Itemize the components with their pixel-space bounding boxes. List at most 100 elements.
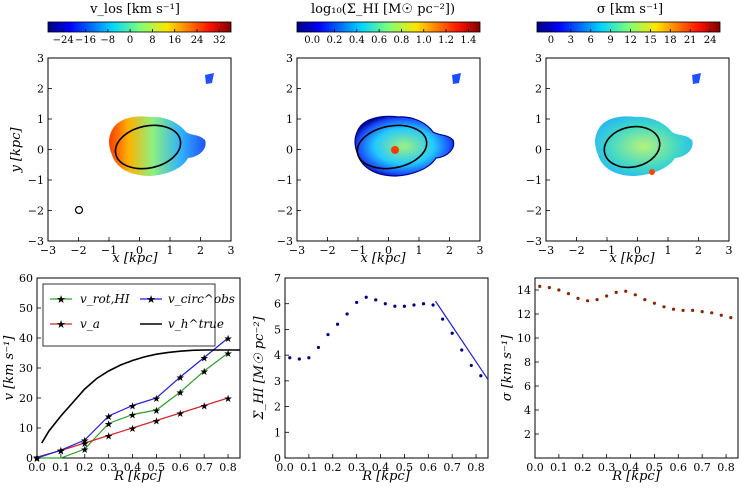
series-point-0 bbox=[671, 307, 676, 311]
series-point-0 bbox=[729, 316, 733, 320]
ytick-label: 1 bbox=[274, 426, 281, 439]
series-point-0 bbox=[547, 286, 551, 290]
xtick-label: 0.2 bbox=[76, 461, 94, 474]
series-point-0 bbox=[460, 348, 464, 352]
series-point-0 bbox=[412, 303, 416, 307]
series-point-0: ★ bbox=[200, 367, 209, 378]
map-ytick-label: −1 bbox=[277, 174, 293, 187]
cbar-tick-label: 0.8 bbox=[393, 35, 409, 46]
chart-surface-density-xlabel: R [kpc] bbox=[361, 469, 410, 484]
series-point-2: ★ bbox=[152, 394, 161, 405]
series-point-0 bbox=[393, 304, 397, 308]
map-vlos: −3 −2 −1 0 1 2 3 3 2 1 0 −1 −2 −3 x [kpc] y [kpc] bbox=[9, 52, 235, 266]
series-point-2: ★ bbox=[56, 446, 65, 457]
series-point-0 bbox=[576, 296, 580, 300]
cbar-tick-label: 24 bbox=[704, 35, 717, 46]
map-xtick-label: 0 bbox=[634, 244, 641, 257]
map-vlos-clump bbox=[205, 73, 214, 84]
series-point-0 bbox=[710, 311, 714, 315]
map-ytick-label: 0 bbox=[286, 144, 293, 157]
series-point-0: ★ bbox=[176, 388, 185, 399]
map-ytick-label: 1 bbox=[286, 113, 293, 126]
map-xtick-label: 1 bbox=[665, 244, 672, 257]
map-dispersion: −3 −2 −1 0 1 2 3 3 2 1 0 −1 −2 −3 x [kpc] bbox=[526, 52, 733, 266]
map-xtick-label: 2 bbox=[197, 244, 204, 257]
legend-marker-vcirc: ★ bbox=[146, 293, 156, 306]
series-point-1: ★ bbox=[56, 447, 65, 458]
series-point-2: ★ bbox=[176, 373, 185, 384]
series-point-0 bbox=[643, 298, 647, 302]
series-point-0 bbox=[700, 310, 704, 314]
map-ytick-label: 0 bbox=[535, 144, 542, 157]
map-sigmaHI: −3 −2 −1 0 1 2 3 3 2 1 0 −1 −2 −3 x [kpc] bbox=[277, 52, 484, 266]
cbar-tick-label: −8 bbox=[100, 35, 115, 46]
map-xtick-label: −1 bbox=[599, 244, 615, 257]
cbar-tick-label: 21 bbox=[684, 35, 697, 46]
series-point-0 bbox=[719, 313, 723, 317]
colorbar-dispersion-label: σ [km s⁻¹] bbox=[597, 2, 663, 17]
ytick-label: 0 bbox=[274, 452, 281, 465]
map-xtick-label: 3 bbox=[477, 244, 484, 257]
cbar-tick-label: 6 bbox=[588, 35, 594, 46]
xtick-label: 0.8 bbox=[467, 461, 485, 474]
ytick-label: 12 bbox=[517, 308, 531, 321]
legend-label-vh: v_h^true bbox=[168, 317, 224, 331]
map-ytick-label: −2 bbox=[28, 205, 44, 218]
xtick-label: 0.7 bbox=[443, 461, 461, 474]
map-xtick-label: −1 bbox=[101, 244, 117, 257]
cbar-tick-label: 24 bbox=[191, 35, 204, 46]
series-point-1: ★ bbox=[200, 402, 209, 413]
ytick-label: 4 bbox=[524, 404, 531, 417]
colorbar-dispersion: σ [km s⁻¹] 0 3 6 9 12 15 18 21 24 bbox=[536, 2, 721, 46]
map-xtick-label: −2 bbox=[70, 244, 86, 257]
colorbar-vlos-gradient bbox=[47, 21, 232, 33]
map-ytick-label: 3 bbox=[37, 52, 44, 65]
ytick-label: 2 bbox=[524, 428, 531, 441]
xtick-label: 0.3 bbox=[598, 461, 616, 474]
cbar-tick-label: 0 bbox=[127, 35, 133, 46]
cbar-tick-label: 18 bbox=[664, 35, 677, 46]
map-ytick-label: −3 bbox=[526, 235, 542, 248]
series-point-1: ★ bbox=[80, 439, 89, 450]
series-point-1: ★ bbox=[224, 394, 233, 405]
ytick-label: 6 bbox=[274, 298, 281, 311]
series-point-2: ★ bbox=[33, 454, 42, 465]
map-xtick-label: 2 bbox=[446, 244, 453, 257]
series-point-0 bbox=[662, 305, 666, 309]
legend-box bbox=[42, 283, 216, 347]
series-point-1: ★ bbox=[104, 432, 113, 443]
map-vlos-galaxy bbox=[109, 116, 206, 176]
map-ytick-label: 3 bbox=[535, 52, 542, 65]
legend-label-va: v_a bbox=[80, 317, 100, 331]
series-point-0 bbox=[469, 363, 473, 368]
ytick-label: 8 bbox=[524, 356, 531, 369]
map-dispersion-clump bbox=[692, 73, 701, 84]
map-ytick-label: −3 bbox=[277, 235, 293, 248]
xtick-label: 0.2 bbox=[324, 461, 342, 474]
xtick-label: 0.3 bbox=[100, 461, 118, 474]
xtick-label: 0.7 bbox=[195, 461, 213, 474]
map-xtick-label: 2 bbox=[695, 244, 702, 257]
map-dispersion-ellipse bbox=[603, 125, 661, 169]
map-xtick-label: −3 bbox=[289, 244, 305, 257]
xtick-label: 0.3 bbox=[348, 461, 366, 474]
colorbar-vlos-label: v_los [km s⁻¹] bbox=[89, 2, 180, 17]
series-point-2: ★ bbox=[224, 334, 233, 345]
series-point-0 bbox=[605, 294, 609, 298]
cbar-tick-label: 1.4 bbox=[460, 35, 476, 46]
cbar-tick-label: 8 bbox=[149, 35, 155, 46]
series-point-0 bbox=[557, 288, 561, 292]
cbar-tick-label: −16 bbox=[75, 35, 96, 46]
xtick-label: 0.4 bbox=[622, 461, 640, 474]
ytick-label: 30 bbox=[19, 362, 33, 375]
xtick-label: 0.4 bbox=[372, 461, 390, 474]
series-point-1: ★ bbox=[33, 453, 42, 464]
colorbar-dispersion-gradient bbox=[536, 21, 721, 33]
colorbar-sigmaHI-ticks: 0.0 0.2 0.4 0.6 0.8 1.0 1.2 1.4 bbox=[304, 29, 476, 46]
xtick-label: 0.8 bbox=[717, 461, 735, 474]
map-ytick-label: −2 bbox=[526, 205, 542, 218]
series-point-0 bbox=[614, 290, 618, 294]
map-sigmaHI-xlabel: x [kpc] bbox=[360, 251, 406, 266]
cbar-tick-label: 1.0 bbox=[416, 35, 432, 46]
map-xtick-label: 1 bbox=[416, 244, 423, 257]
